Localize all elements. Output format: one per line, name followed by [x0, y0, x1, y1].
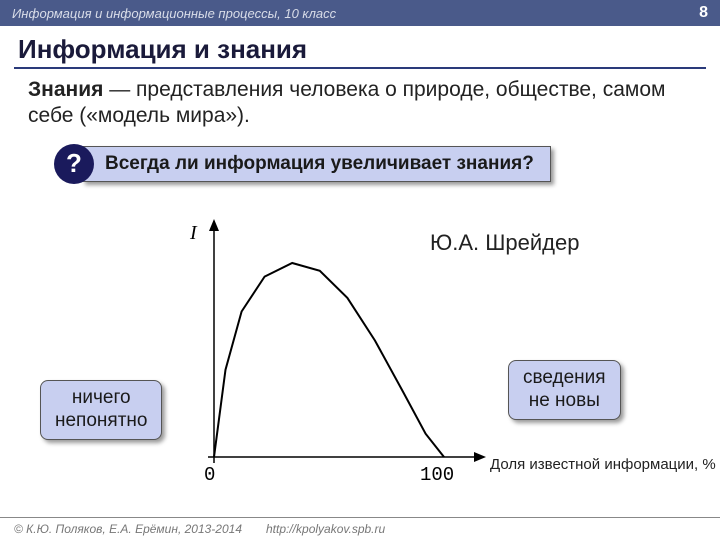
callout-right: сведения не новы	[508, 360, 621, 420]
y-axis-label: I	[190, 222, 197, 245]
title-underline	[14, 67, 706, 69]
question-text: Всегда ли информация увеличивает знания?	[82, 146, 551, 182]
question-block: ? Всегда ли информация увеличивает знани…	[54, 144, 720, 184]
callout-right-line1: сведения	[523, 367, 606, 388]
y-axis-arrow	[209, 219, 219, 231]
page-title: Информация и знания	[0, 26, 720, 67]
callout-left: ничего непонятно	[40, 380, 162, 440]
definition: — представления человека о природе, обще…	[28, 78, 665, 127]
callout-left-line1: ничего	[72, 387, 131, 408]
term: Знания	[28, 78, 103, 101]
x-axis-label: Доля известной информации, %	[490, 456, 716, 474]
header-bar: Информация и информационные процессы, 10…	[0, 0, 720, 26]
curve	[214, 263, 444, 457]
x-axis-arrow	[474, 452, 486, 462]
x-tick-0: 0	[204, 464, 215, 486]
footer-url: http://kpolyakov.spb.ru	[266, 522, 385, 536]
definition-text: Знания — представления человека о природ…	[0, 77, 720, 130]
x-tick-100: 100	[420, 464, 454, 486]
question-icon: ?	[54, 144, 94, 184]
page-number: 8	[699, 4, 708, 22]
course-title: Информация и информационные процессы, 10…	[12, 6, 336, 21]
footer: © К.Ю. Поляков, Е.А. Ерёмин, 2013-2014 h…	[0, 517, 720, 540]
callout-right-line2: не новы	[529, 390, 600, 411]
knowledge-chart	[190, 215, 490, 475]
callout-left-line2: непонятно	[55, 410, 147, 431]
footer-copyright: © К.Ю. Поляков, Е.А. Ерёмин, 2013-2014	[14, 522, 242, 536]
